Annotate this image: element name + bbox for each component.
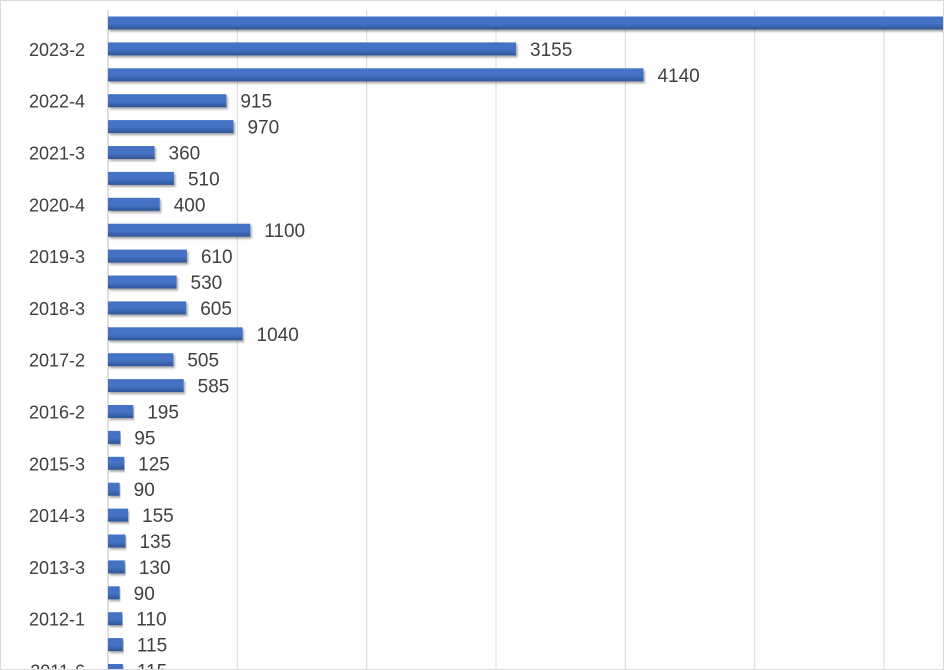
value-label: 360 xyxy=(169,144,201,165)
category-label: 2012-1 xyxy=(29,610,85,630)
bar xyxy=(108,560,125,574)
value-label: 605 xyxy=(200,299,232,320)
category-label: 2018-3 xyxy=(29,299,85,319)
bar xyxy=(108,430,121,444)
value-label: 110 xyxy=(136,610,166,631)
category-label: 2013-3 xyxy=(29,558,85,578)
value-label: 530 xyxy=(191,273,223,294)
value-label: 3155 xyxy=(530,40,572,61)
category-label: 2019-3 xyxy=(29,247,85,267)
bar xyxy=(108,197,160,211)
category-label: 2017-2 xyxy=(29,351,85,371)
value-label: 95 xyxy=(134,428,155,449)
bar xyxy=(108,534,126,548)
value-label: 90 xyxy=(134,584,155,605)
bar xyxy=(108,405,134,418)
category-label: 2023-2 xyxy=(29,40,85,60)
bar xyxy=(108,94,227,108)
value-label: 1040 xyxy=(257,325,299,346)
value-label: 4140 xyxy=(657,66,699,87)
bar xyxy=(108,353,174,367)
category-label: 2014-3 xyxy=(29,506,85,526)
gridlines xyxy=(107,10,885,670)
value-label: 115 xyxy=(137,636,167,657)
bar xyxy=(108,275,177,289)
value-label: 135 xyxy=(139,532,171,553)
value-label: 125 xyxy=(138,454,170,475)
category-label: 2015-3 xyxy=(29,454,85,474)
category-label: 2021-3 xyxy=(29,144,85,164)
value-label: 915 xyxy=(240,92,272,113)
bar xyxy=(108,146,155,159)
bar xyxy=(108,301,187,315)
value-label: 1100 xyxy=(264,221,305,242)
bar xyxy=(108,664,123,670)
bar xyxy=(108,638,123,652)
bar xyxy=(108,379,184,393)
bar xyxy=(108,482,120,496)
bar xyxy=(108,171,174,185)
category-label: 2022-4 xyxy=(29,92,85,112)
bars xyxy=(108,16,944,670)
value-label: 510 xyxy=(188,169,220,190)
value-label: 585 xyxy=(198,377,230,398)
value-label: 115 xyxy=(137,662,167,670)
value-label: 610 xyxy=(201,247,233,268)
value-label: 505 xyxy=(187,351,219,372)
value-label: 970 xyxy=(247,118,279,139)
bar xyxy=(108,612,123,626)
bar xyxy=(108,68,644,82)
bar xyxy=(108,223,251,237)
category-label: 2011-6 xyxy=(30,662,85,670)
bar xyxy=(108,16,944,30)
category-label: 2016-2 xyxy=(29,403,85,423)
value-label: 155 xyxy=(142,506,174,527)
value-labels: 9692315541409159703605104001100610530605… xyxy=(134,40,700,670)
category-label: 2020-4 xyxy=(29,195,85,215)
bar xyxy=(108,42,517,56)
category-labels: 2023-2 2022-4 2021-3 2020-4 2019-3 2018-3 2017… xyxy=(29,40,85,670)
bar xyxy=(108,120,234,134)
bar xyxy=(108,327,243,341)
value-label: 195 xyxy=(147,403,179,424)
bar xyxy=(108,586,120,600)
bar xyxy=(108,456,125,470)
bar xyxy=(108,249,187,263)
value-label: 130 xyxy=(139,558,171,579)
value-label: 90 xyxy=(134,480,155,501)
value-label: 400 xyxy=(174,195,206,216)
bar xyxy=(108,508,129,522)
